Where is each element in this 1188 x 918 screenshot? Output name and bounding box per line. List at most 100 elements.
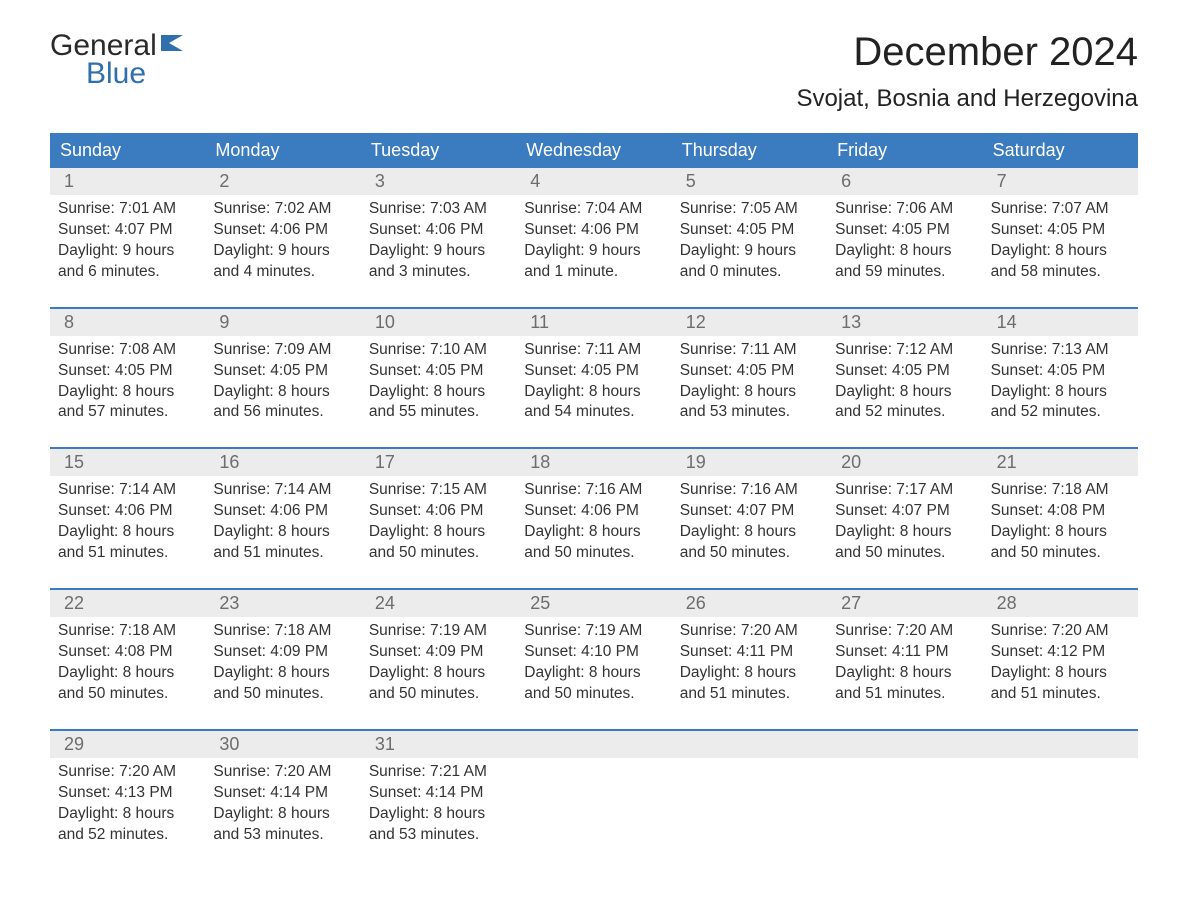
- day-number: 19: [672, 449, 827, 476]
- daylight-line2: and 3 minutes.: [369, 262, 508, 283]
- sunrise-text: Sunrise: 7:07 AM: [991, 199, 1130, 220]
- daylight-line1: Daylight: 9 hours: [680, 241, 819, 262]
- sunrise-text: Sunrise: 7:06 AM: [835, 199, 974, 220]
- calendar-day-cell: 5Sunrise: 7:05 AMSunset: 4:05 PMDaylight…: [672, 168, 827, 289]
- daylight-line1: Daylight: 8 hours: [680, 522, 819, 543]
- day-number: 9: [205, 309, 360, 336]
- title-block: December 2024 Svojat, Bosnia and Herzego…: [796, 30, 1138, 125]
- daylight-line1: Daylight: 8 hours: [524, 382, 663, 403]
- sunrise-text: Sunrise: 7:14 AM: [58, 480, 197, 501]
- day-number: 7: [983, 168, 1138, 195]
- day-detail: Sunrise: 7:12 AMSunset: 4:05 PMDaylight:…: [835, 340, 974, 424]
- sunrise-text: Sunrise: 7:11 AM: [524, 340, 663, 361]
- day-number: 14: [983, 309, 1138, 336]
- day-number: 3: [361, 168, 516, 195]
- day-header-wednesday: Wednesday: [516, 133, 671, 168]
- sunrise-text: Sunrise: 7:14 AM: [213, 480, 352, 501]
- sunrise-text: Sunrise: 7:17 AM: [835, 480, 974, 501]
- calendar-day-cell: 21Sunrise: 7:18 AMSunset: 4:08 PMDayligh…: [983, 449, 1138, 570]
- calendar-day-cell: 13Sunrise: 7:12 AMSunset: 4:05 PMDayligh…: [827, 309, 982, 430]
- day-detail: Sunrise: 7:18 AMSunset: 4:08 PMDaylight:…: [991, 480, 1130, 564]
- day-number: [672, 731, 827, 758]
- calendar-day-cell: 14Sunrise: 7:13 AMSunset: 4:05 PMDayligh…: [983, 309, 1138, 430]
- day-number: 17: [361, 449, 516, 476]
- daylight-line2: and 4 minutes.: [213, 262, 352, 283]
- sunset-text: Sunset: 4:06 PM: [58, 501, 197, 522]
- daylight-line2: and 56 minutes.: [213, 402, 352, 423]
- sunset-text: Sunset: 4:07 PM: [835, 501, 974, 522]
- day-detail: Sunrise: 7:11 AMSunset: 4:05 PMDaylight:…: [680, 340, 819, 424]
- day-number: 30: [205, 731, 360, 758]
- daylight-line1: Daylight: 8 hours: [213, 804, 352, 825]
- daylight-line2: and 53 minutes.: [680, 402, 819, 423]
- day-detail: Sunrise: 7:07 AMSunset: 4:05 PMDaylight:…: [991, 199, 1130, 283]
- day-number: 23: [205, 590, 360, 617]
- daylight-line2: and 6 minutes.: [58, 262, 197, 283]
- day-detail: Sunrise: 7:06 AMSunset: 4:05 PMDaylight:…: [835, 199, 974, 283]
- daylight-line2: and 51 minutes.: [58, 543, 197, 564]
- day-header-sunday: Sunday: [50, 133, 205, 168]
- daylight-line2: and 58 minutes.: [991, 262, 1130, 283]
- sunset-text: Sunset: 4:09 PM: [213, 642, 352, 663]
- location: Svojat, Bosnia and Herzegovina: [796, 85, 1138, 113]
- day-detail: Sunrise: 7:17 AMSunset: 4:07 PMDaylight:…: [835, 480, 974, 564]
- sunset-text: Sunset: 4:05 PM: [369, 361, 508, 382]
- day-number: 2: [205, 168, 360, 195]
- daylight-line2: and 52 minutes.: [58, 825, 197, 846]
- daylight-line1: Daylight: 8 hours: [213, 522, 352, 543]
- daylight-line2: and 53 minutes.: [369, 825, 508, 846]
- sunset-text: Sunset: 4:06 PM: [369, 220, 508, 241]
- sunset-text: Sunset: 4:05 PM: [524, 361, 663, 382]
- calendar-day-cell: 30Sunrise: 7:20 AMSunset: 4:14 PMDayligh…: [205, 731, 360, 852]
- sunset-text: Sunset: 4:05 PM: [680, 361, 819, 382]
- calendar-day-cell: 27 Sunrise: 7:20 AMSunset: 4:11 PMDayligh…: [827, 590, 982, 711]
- day-detail: Sunrise: 7:16 AMSunset: 4:06 PMDaylight:…: [524, 480, 663, 564]
- day-number: 24: [361, 590, 516, 617]
- daylight-line1: Daylight: 8 hours: [524, 663, 663, 684]
- daylight-line1: Daylight: 8 hours: [369, 522, 508, 543]
- day-number: 15: [50, 449, 205, 476]
- day-number: 26: [672, 590, 827, 617]
- sunset-text: Sunset: 4:06 PM: [213, 501, 352, 522]
- daylight-line2: and 51 minutes.: [680, 684, 819, 705]
- daylight-line2: and 51 minutes.: [835, 684, 974, 705]
- calendar-day-cell: 18Sunrise: 7:16 AMSunset: 4:06 PMDayligh…: [516, 449, 671, 570]
- calendar-week: 8Sunrise: 7:08 AMSunset: 4:05 PMDaylight…: [50, 307, 1138, 430]
- day-detail: Sunrise: 7:18 AMSunset: 4:08 PMDaylight:…: [58, 621, 197, 705]
- daylight-line2: and 51 minutes.: [213, 543, 352, 564]
- calendar-day-cell: 10Sunrise: 7:10 AMSunset: 4:05 PMDayligh…: [361, 309, 516, 430]
- daylight-line1: Daylight: 8 hours: [524, 522, 663, 543]
- sunrise-text: Sunrise: 7:01 AM: [58, 199, 197, 220]
- calendar-day-cell: 8Sunrise: 7:08 AMSunset: 4:05 PMDaylight…: [50, 309, 205, 430]
- daylight-line1: Daylight: 9 hours: [369, 241, 508, 262]
- day-detail: Sunrise: 7:21 AMSunset: 4:14 PMDaylight:…: [369, 762, 508, 846]
- day-detail: Sunrise: 7:04 AMSunset: 4:06 PMDaylight:…: [524, 199, 663, 283]
- daylight-line2: and 59 minutes.: [835, 262, 974, 283]
- day-number: 31: [361, 731, 516, 758]
- day-detail: Sunrise: 7:14 AMSunset: 4:06 PMDaylight:…: [213, 480, 352, 564]
- sunset-text: Sunset: 4:05 PM: [991, 220, 1130, 241]
- calendar-day-cell: 17Sunrise: 7:15 AMSunset: 4:06 PMDayligh…: [361, 449, 516, 570]
- day-header-saturday: Saturday: [983, 133, 1138, 168]
- calendar-day-cell: 9Sunrise: 7:09 AMSunset: 4:05 PMDaylight…: [205, 309, 360, 430]
- day-number: 16: [205, 449, 360, 476]
- daylight-line2: and 50 minutes.: [680, 543, 819, 564]
- sunrise-text: Sunrise: 7:13 AM: [991, 340, 1130, 361]
- day-detail: [835, 762, 974, 763]
- day-number: 27: [827, 590, 982, 617]
- day-header-friday: Friday: [827, 133, 982, 168]
- day-detail: Sunrise: 7:20 AMSunset: 4:11 PMDaylight:…: [835, 621, 974, 705]
- sunrise-text: Sunrise: 7:11 AM: [680, 340, 819, 361]
- calendar-week: 15Sunrise: 7:14 AMSunset: 4:06 PMDayligh…: [50, 447, 1138, 570]
- sunrise-text: Sunrise: 7:12 AM: [835, 340, 974, 361]
- day-header-tuesday: Tuesday: [361, 133, 516, 168]
- daylight-line1: Daylight: 8 hours: [58, 382, 197, 403]
- daylight-line1: Daylight: 8 hours: [213, 382, 352, 403]
- calendar-day-cell: 15Sunrise: 7:14 AMSunset: 4:06 PMDayligh…: [50, 449, 205, 570]
- calendar-day-cell: 22Sunrise: 7:18 AMSunset: 4:08 PMDayligh…: [50, 590, 205, 711]
- sunset-text: Sunset: 4:14 PM: [369, 783, 508, 804]
- sunset-text: Sunset: 4:05 PM: [680, 220, 819, 241]
- daylight-line1: Daylight: 8 hours: [369, 804, 508, 825]
- calendar-header-row: Sunday Monday Tuesday Wednesday Thursday…: [50, 133, 1138, 168]
- day-detail: Sunrise: 7:05 AMSunset: 4:05 PMDaylight:…: [680, 199, 819, 283]
